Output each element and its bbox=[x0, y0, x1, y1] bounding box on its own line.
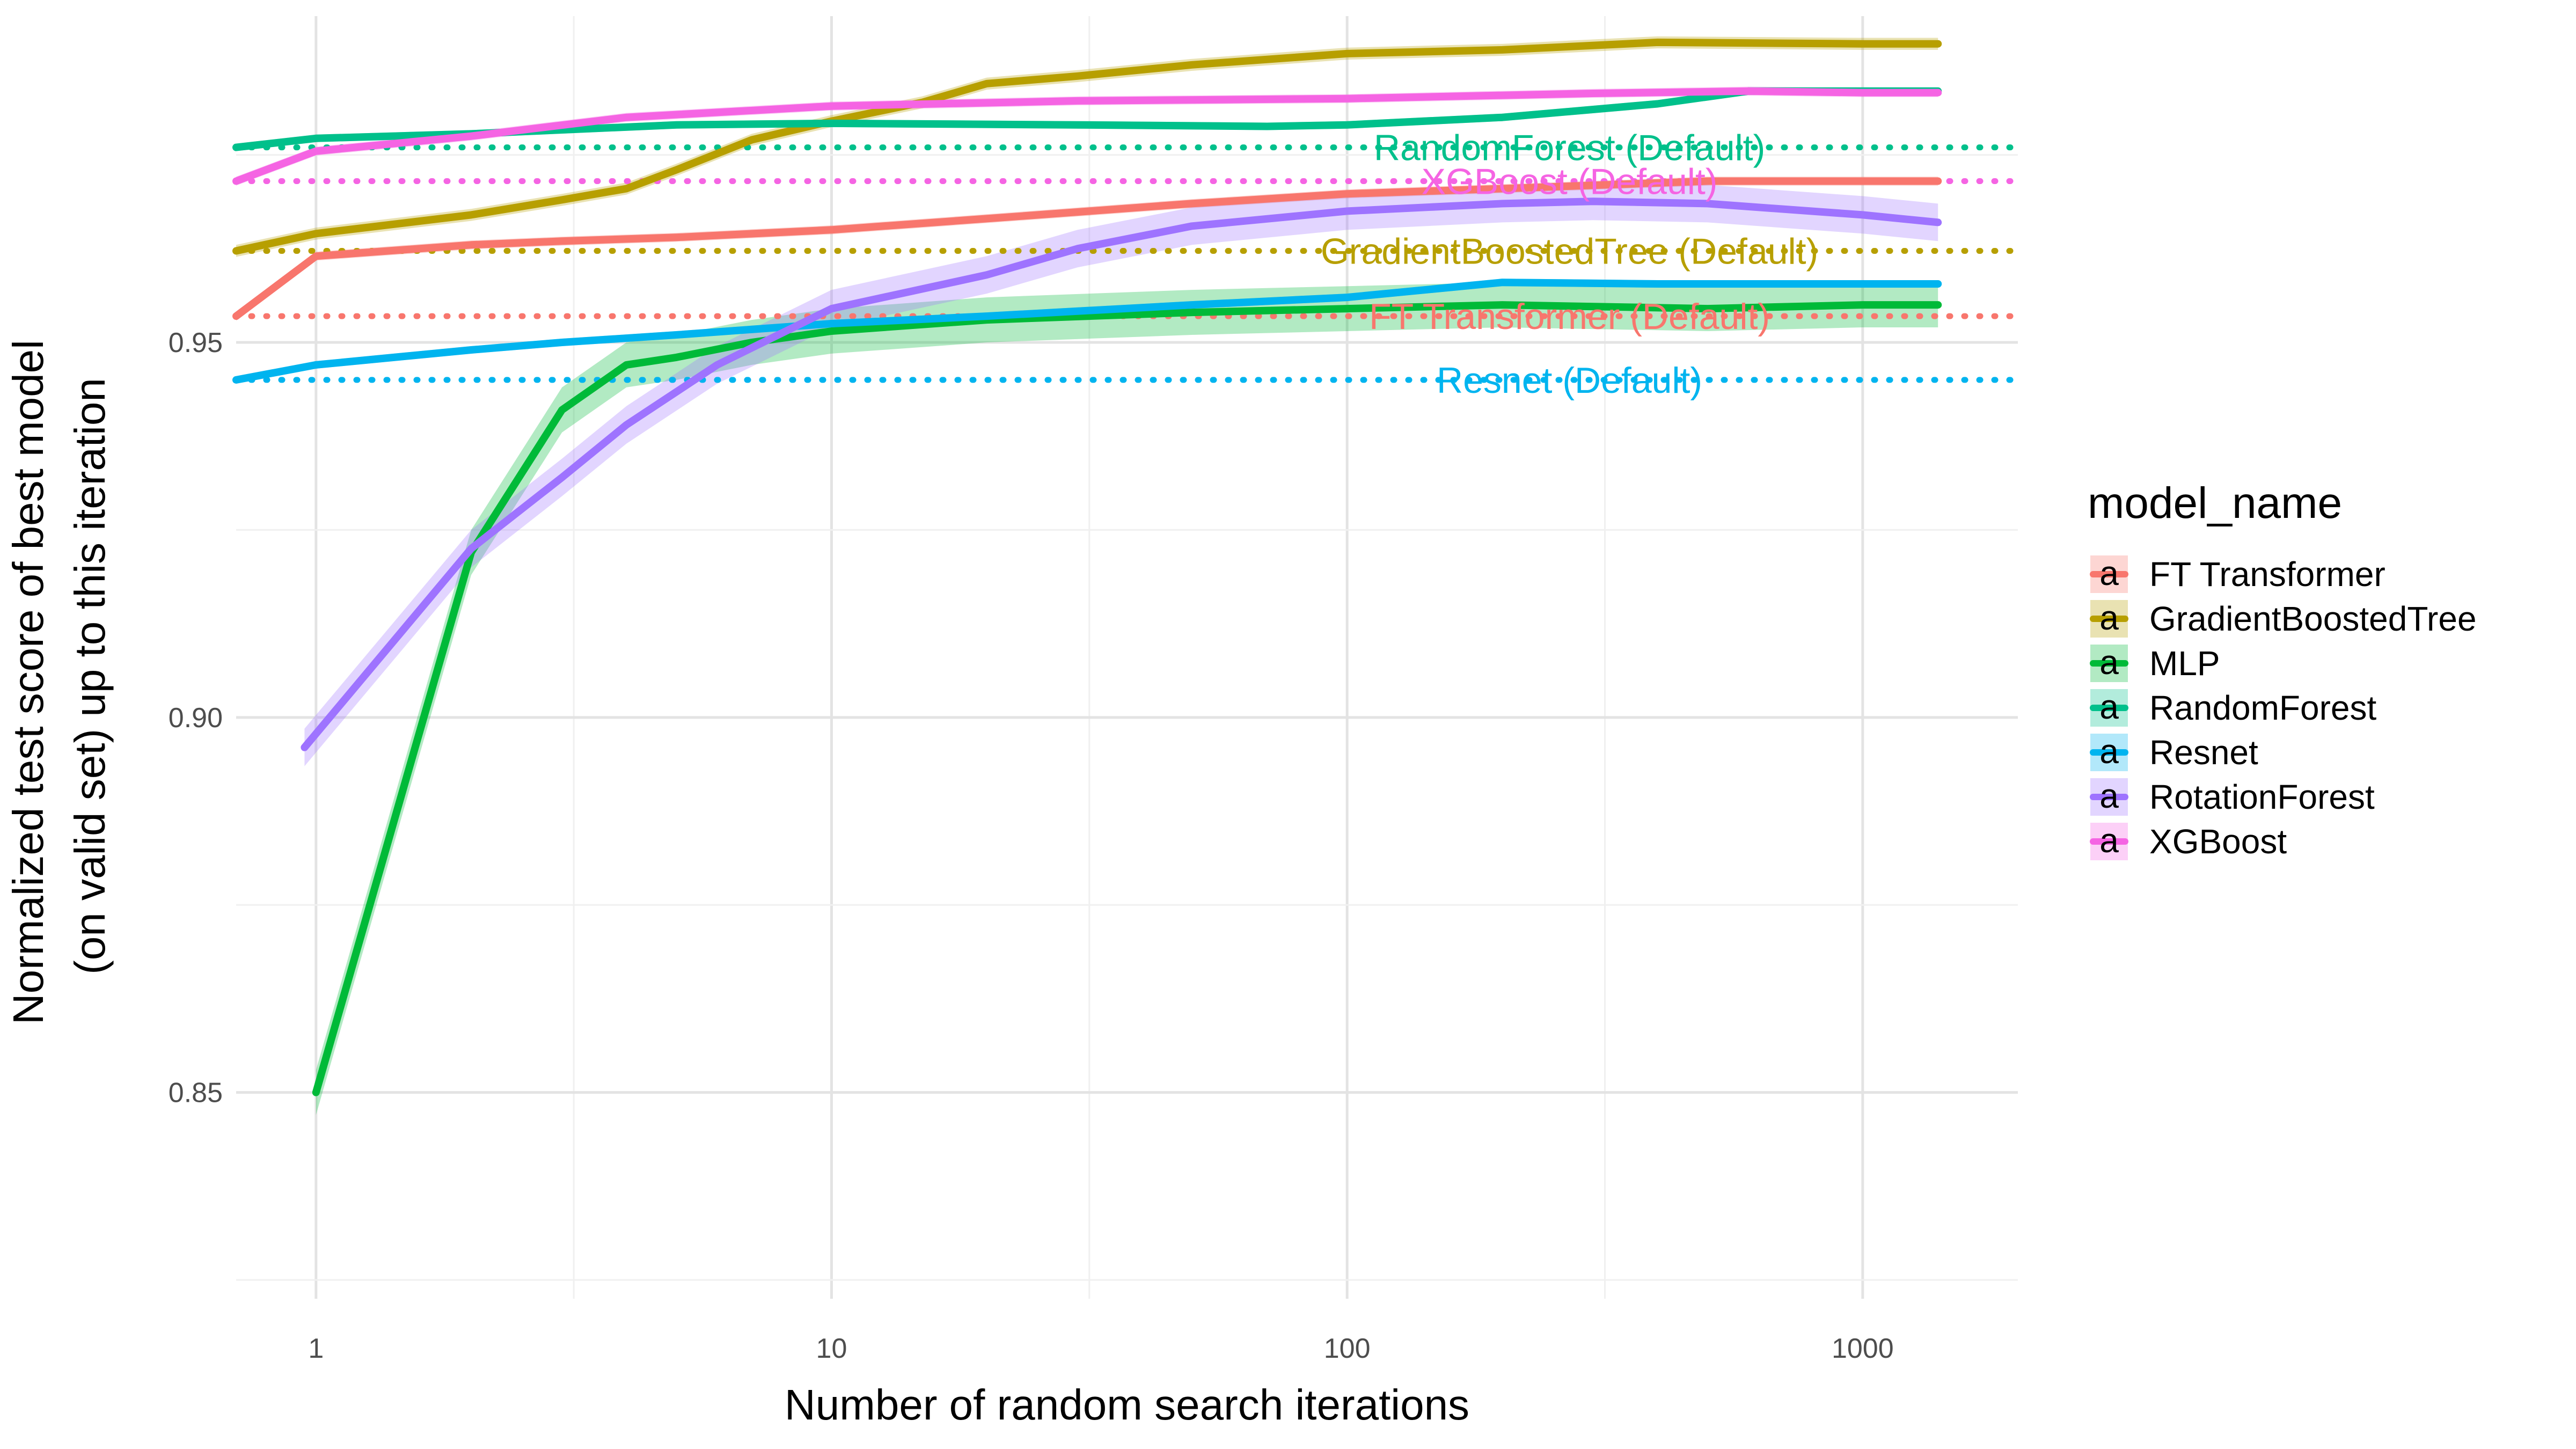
grid bbox=[236, 16, 2018, 1299]
legend-label-ft-transformer: FT Transformer bbox=[2149, 555, 2385, 594]
y-axis-title-line-2: (on valid set) up to this iteration bbox=[66, 378, 114, 975]
band-mlp bbox=[316, 282, 1938, 1115]
legend-label-rotationforest: RotationForest bbox=[2149, 778, 2375, 816]
legend-glyph-rotationforest: a bbox=[2099, 777, 2119, 815]
legend-glyph-randomforest: a bbox=[2099, 687, 2119, 726]
default-labels: FT Transformer (Default) GradientBoostedT… bbox=[1321, 128, 1818, 401]
y-tick-label: 0.85 bbox=[169, 1078, 223, 1109]
legend-label-resnet: Resnet bbox=[2149, 733, 2258, 772]
y-axis-title: Normalized test score of best model (on … bbox=[4, 328, 114, 1024]
legend-label-xgboost: XGBoost bbox=[2149, 822, 2287, 861]
line-xgboost bbox=[232, 87, 1942, 185]
legend-glyph-xgboost: a bbox=[2099, 821, 2119, 860]
legend: model_name a FT Transformer a GradientBoost… bbox=[2088, 479, 2477, 861]
line-ft-transformer bbox=[232, 177, 1942, 320]
legend-item-xgboost: a XGBoost bbox=[2090, 821, 2287, 861]
legend-glyph-gradientboostedtree: a bbox=[2099, 598, 2119, 637]
default-label-ft-transformer: FT Transformer (Default) bbox=[1369, 296, 1770, 337]
default-label-gradientboostedtree: GradientBoostedTree (Default) bbox=[1321, 231, 1818, 272]
y-axis-title-line-1: Normalized test score of best model bbox=[4, 340, 52, 1024]
band-gradientboostedtree bbox=[236, 36, 1938, 257]
legend-item-randomforest: a RandomForest bbox=[2090, 687, 2377, 727]
line-resnet bbox=[232, 279, 1942, 384]
x-tick-label: 100 bbox=[1324, 1333, 1371, 1364]
x-tick-label: 1000 bbox=[1832, 1333, 1894, 1364]
y-tick-label: 0.90 bbox=[169, 702, 223, 734]
y-tick-labels: 0.85 0.90 0.95 bbox=[169, 327, 223, 1109]
legend-item-resnet: a Resnet bbox=[2090, 732, 2258, 772]
series-lines bbox=[232, 38, 1942, 1096]
legend-glyph-mlp: a bbox=[2099, 643, 2119, 682]
legend-item-gradientboostedtree: a GradientBoostedTree bbox=[2090, 598, 2477, 638]
default-label-randomforest: RandomForest (Default) bbox=[1374, 128, 1765, 169]
legend-label-randomforest: RandomForest bbox=[2149, 689, 2377, 727]
legend-glyph-resnet: a bbox=[2099, 732, 2119, 771]
x-axis-title: Number of random search iterations bbox=[785, 1381, 1469, 1429]
legend-item-rotationforest: a RotationForest bbox=[2090, 777, 2375, 816]
x-tick-label: 10 bbox=[816, 1333, 847, 1364]
legend-item-mlp: a MLP bbox=[2090, 643, 2220, 683]
legend-label-mlp: MLP bbox=[2149, 644, 2220, 683]
default-label-resnet: Resnet (Default) bbox=[1437, 360, 1702, 401]
line-rotationforest bbox=[301, 197, 1942, 751]
band-xgboost bbox=[236, 86, 1938, 186]
line-mlp bbox=[312, 301, 1942, 1096]
legend-label-gradientboostedtree: GradientBoostedTree bbox=[2149, 599, 2477, 638]
x-tick-label: 1 bbox=[308, 1333, 324, 1364]
default-label-xgboost: XGBoost (Default) bbox=[1422, 161, 1718, 202]
x-tick-labels: 1 10 100 1000 bbox=[308, 1333, 1893, 1364]
legend-title: model_name bbox=[2088, 479, 2342, 528]
legend-glyph-ft-transformer: a bbox=[2099, 554, 2119, 592]
y-tick-label: 0.95 bbox=[169, 327, 223, 358]
legend-item-ft-transformer: a FT Transformer bbox=[2090, 554, 2385, 594]
